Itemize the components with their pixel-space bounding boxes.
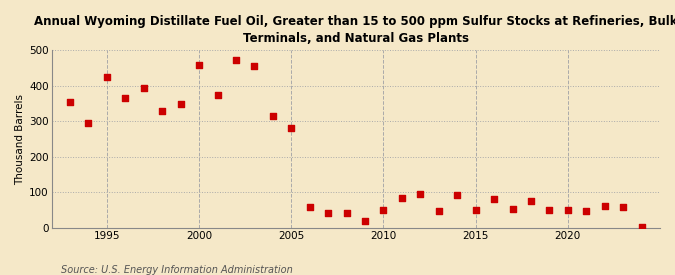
Point: [581, 209, 592, 213]
Text: Source: U.S. Energy Information Administration: Source: U.S. Energy Information Administ…: [61, 265, 292, 275]
Point: [194, 62, 205, 67]
Point: [212, 93, 223, 97]
Point: [452, 193, 462, 197]
Point: [526, 199, 537, 204]
Title: Annual Wyoming Distillate Fuel Oil, Greater than 15 to 500 ppm Sulfur Stocks at : Annual Wyoming Distillate Fuel Oil, Grea…: [34, 15, 675, 45]
Point: [101, 75, 112, 79]
Point: [489, 197, 500, 201]
Point: [286, 126, 296, 130]
Point: [360, 219, 371, 223]
Point: [323, 210, 333, 215]
Point: [304, 204, 315, 209]
Point: [249, 64, 260, 68]
Point: [507, 207, 518, 212]
Point: [157, 109, 167, 113]
Point: [470, 208, 481, 212]
Point: [378, 208, 389, 212]
Y-axis label: Thousand Barrels: Thousand Barrels: [15, 94, 25, 185]
Point: [636, 224, 647, 229]
Point: [176, 102, 186, 106]
Point: [415, 192, 426, 196]
Point: [231, 58, 242, 62]
Point: [341, 211, 352, 215]
Point: [267, 114, 278, 118]
Point: [618, 205, 628, 210]
Point: [138, 86, 149, 90]
Point: [120, 96, 131, 100]
Point: [83, 121, 94, 125]
Point: [65, 100, 76, 104]
Point: [396, 196, 407, 201]
Point: [433, 209, 444, 213]
Point: [599, 204, 610, 208]
Point: [544, 208, 555, 212]
Point: [562, 208, 573, 212]
